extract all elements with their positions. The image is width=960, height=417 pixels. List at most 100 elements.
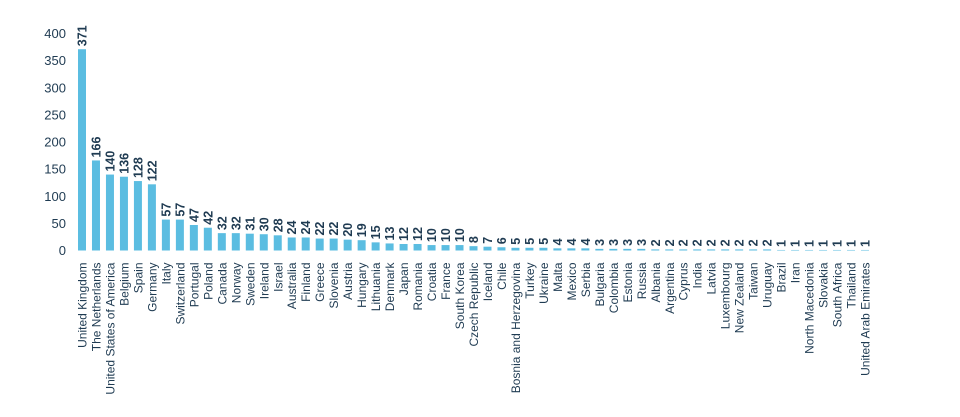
bar — [287, 237, 296, 251]
data-label: 3 — [593, 239, 607, 246]
bar — [133, 181, 142, 251]
bar — [735, 249, 744, 251]
x-tick-label: Spain — [131, 263, 145, 294]
y-axis: 0 50 100 150 200 250 300 350 400 — [44, 26, 66, 258]
data-label: 1 — [817, 240, 831, 247]
bar — [721, 249, 730, 251]
x-tick-label: Norway — [229, 263, 243, 304]
bar — [441, 245, 450, 251]
data-label: 28 — [271, 218, 285, 232]
bar — [315, 238, 324, 251]
x-tick-label: United Kingdom — [76, 263, 90, 348]
bar — [651, 249, 660, 251]
bar — [399, 243, 408, 251]
data-label: 30 — [257, 217, 271, 231]
bar — [777, 249, 786, 251]
category-labels: United Kingdom The Netherlands United Stat… — [76, 262, 873, 395]
bar — [385, 243, 394, 251]
x-tick-label: Croatia — [425, 262, 439, 301]
y-tick-label: 250 — [44, 107, 66, 122]
data-label: 1 — [775, 240, 789, 247]
y-tick-label: 300 — [44, 80, 66, 95]
data-label: 57 — [159, 203, 173, 217]
x-tick-label: Denmark — [383, 262, 397, 312]
data-label: 4 — [565, 238, 579, 245]
bar — [343, 239, 352, 251]
x-tick-label: Germany — [145, 263, 159, 312]
x-tick-label: Bulgaria — [593, 262, 607, 306]
data-label: 20 — [341, 223, 355, 237]
bar — [147, 184, 156, 251]
data-label: 5 — [537, 238, 551, 245]
x-tick-label: Slovenia — [327, 262, 341, 308]
x-tick-label: India — [691, 262, 705, 288]
data-label: 2 — [761, 239, 775, 246]
x-tick-label: South Korea — [453, 262, 467, 329]
y-tick-label: 0 — [59, 243, 66, 258]
bar — [707, 249, 716, 251]
data-label: 2 — [663, 239, 677, 246]
x-tick-label: Latvia — [705, 262, 719, 294]
x-tick-label: Israel — [271, 263, 285, 292]
bar — [217, 233, 226, 251]
x-tick-label: Belgium — [117, 263, 131, 306]
x-tick-label: Japan — [397, 263, 411, 296]
data-label: 1 — [831, 240, 845, 247]
bar — [791, 249, 800, 251]
x-tick-label: Poland — [201, 263, 215, 300]
x-tick-label: Malta — [551, 262, 565, 292]
x-tick-label: Canada — [215, 262, 229, 304]
x-tick-label: Luxembourg — [719, 263, 733, 330]
data-label: 5 — [509, 238, 523, 245]
bar — [427, 245, 436, 251]
x-tick-label: Italy — [159, 263, 173, 285]
data-label: 3 — [607, 239, 621, 246]
bar — [105, 174, 114, 251]
y-tick-label: 350 — [44, 53, 66, 68]
bar — [819, 249, 828, 251]
y-tick-label: 400 — [44, 26, 66, 41]
data-label: 4 — [579, 238, 593, 245]
data-label: 1 — [789, 240, 803, 247]
x-tick-label: Chile — [495, 262, 509, 290]
bar — [749, 249, 758, 251]
data-label: 2 — [705, 239, 719, 246]
data-label: 122 — [145, 160, 159, 181]
x-tick-label: Ireland — [257, 263, 271, 300]
x-tick-label: Argentina — [663, 262, 677, 314]
data-label: 10 — [453, 228, 467, 242]
bar — [497, 247, 506, 251]
x-tick-label: Iceland — [481, 263, 495, 302]
bar — [203, 227, 212, 251]
data-label: 2 — [733, 239, 747, 246]
bar — [329, 238, 338, 251]
bar — [78, 49, 86, 251]
data-label: 2 — [747, 239, 761, 246]
y-tick-label: 100 — [44, 189, 66, 204]
x-tick-label: Cyprus — [677, 263, 691, 301]
x-tick-label: Bosnia and Herzegovina — [509, 262, 523, 393]
bar — [847, 249, 856, 251]
bar — [245, 233, 254, 251]
x-tick-label: Turkey — [523, 263, 537, 299]
data-label: 22 — [313, 222, 327, 236]
bar — [511, 247, 520, 251]
bar — [161, 219, 170, 251]
data-label: 4 — [551, 238, 565, 245]
bar — [679, 249, 688, 251]
data-label: 1 — [845, 240, 859, 247]
x-tick-label: Greece — [313, 262, 327, 302]
bar — [91, 160, 100, 251]
data-label: 19 — [355, 223, 369, 237]
bar — [301, 237, 310, 251]
x-tick-label: Lithuania — [369, 262, 383, 311]
x-tick-label: The Netherlands — [89, 263, 103, 352]
data-label: 12 — [411, 227, 425, 241]
x-tick-label: Mexico — [565, 262, 579, 300]
x-tick-label: Albania — [649, 262, 663, 302]
y-tick-label: 200 — [44, 135, 66, 150]
bar — [833, 249, 842, 251]
x-tick-label: Russia — [635, 262, 649, 299]
